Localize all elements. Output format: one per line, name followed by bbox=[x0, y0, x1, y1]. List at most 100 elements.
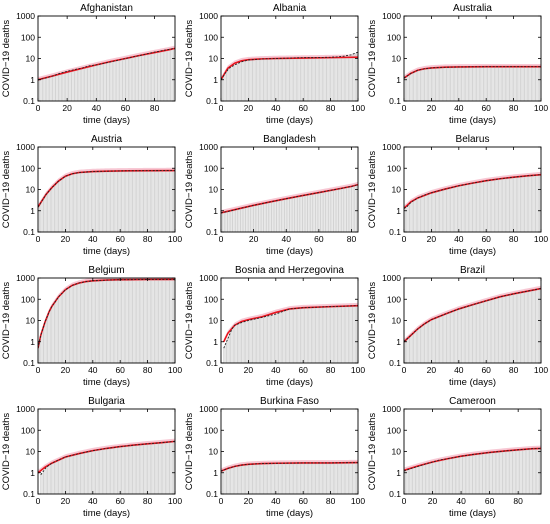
bar bbox=[77, 283, 79, 363]
bar bbox=[330, 462, 332, 494]
bar bbox=[90, 450, 92, 494]
bar bbox=[444, 189, 446, 232]
bar bbox=[85, 172, 87, 232]
bar bbox=[433, 67, 435, 101]
bar bbox=[439, 459, 441, 494]
observed-line bbox=[40, 440, 175, 476]
bar bbox=[95, 64, 97, 101]
bar bbox=[261, 203, 263, 232]
bar bbox=[133, 170, 135, 232]
bar bbox=[439, 316, 441, 363]
bar bbox=[223, 470, 225, 494]
bar bbox=[526, 449, 528, 494]
bar bbox=[226, 71, 227, 101]
y-axis-label: COVID−19 deaths bbox=[367, 413, 378, 491]
bar bbox=[153, 443, 155, 494]
bar bbox=[151, 443, 153, 494]
bar bbox=[71, 455, 73, 494]
bar bbox=[273, 463, 275, 494]
bar bbox=[162, 50, 164, 101]
bar bbox=[105, 62, 108, 101]
bar bbox=[433, 461, 435, 494]
bar bbox=[82, 282, 84, 363]
bar bbox=[247, 320, 249, 363]
bar bbox=[158, 279, 160, 363]
bar bbox=[110, 61, 112, 101]
bar bbox=[121, 446, 123, 494]
bar bbox=[514, 293, 516, 363]
bar bbox=[171, 170, 173, 232]
bar bbox=[155, 170, 157, 232]
bar bbox=[356, 462, 358, 494]
bar bbox=[70, 286, 72, 363]
bar bbox=[115, 170, 117, 232]
bar bbox=[298, 462, 300, 494]
bar bbox=[96, 280, 98, 363]
bar bbox=[76, 69, 78, 101]
bar bbox=[334, 189, 336, 232]
bar bbox=[256, 318, 258, 363]
bar bbox=[162, 442, 164, 494]
bar bbox=[444, 314, 446, 363]
bar bbox=[55, 183, 57, 232]
y-tick-label: 0.1 bbox=[23, 358, 35, 368]
x-tick-label: 40 bbox=[454, 365, 464, 375]
bar bbox=[414, 331, 416, 363]
bar bbox=[142, 54, 144, 101]
observed-bars bbox=[404, 66, 541, 101]
bar bbox=[439, 67, 441, 101]
bar bbox=[151, 170, 153, 232]
y-axis-label: COVID−19 deaths bbox=[1, 151, 12, 229]
bar bbox=[355, 185, 357, 232]
bar bbox=[439, 190, 441, 232]
observed-bars bbox=[221, 52, 358, 101]
bar bbox=[94, 65, 96, 101]
panel-title: Bangladesh bbox=[263, 134, 316, 145]
bar bbox=[473, 304, 475, 363]
bar bbox=[409, 468, 411, 494]
bar bbox=[470, 305, 472, 363]
y-tick-label: 1 bbox=[213, 337, 218, 347]
bar bbox=[73, 173, 75, 232]
x-tick-label: 100 bbox=[351, 365, 365, 375]
bar bbox=[166, 442, 168, 494]
bar bbox=[345, 306, 347, 363]
x-axis-label: time (days) bbox=[449, 115, 496, 126]
bar bbox=[62, 178, 64, 232]
bar bbox=[319, 57, 321, 101]
bar bbox=[236, 324, 238, 363]
bar bbox=[95, 280, 97, 363]
bar bbox=[410, 73, 412, 101]
bar bbox=[461, 185, 463, 232]
bar bbox=[160, 279, 162, 363]
bar bbox=[452, 311, 454, 363]
bar bbox=[132, 445, 134, 494]
bar bbox=[424, 463, 426, 494]
panel-austria: Austria 0.1 1 10 100 1000 0 20 40 60 80 100 time (da… bbox=[1, 134, 182, 257]
bar bbox=[145, 279, 147, 363]
bar bbox=[149, 443, 151, 494]
bar bbox=[436, 191, 438, 232]
bar bbox=[230, 332, 232, 363]
bar bbox=[75, 69, 77, 101]
bar bbox=[60, 72, 62, 101]
bar bbox=[305, 462, 307, 494]
bar bbox=[129, 170, 131, 232]
bar bbox=[321, 191, 323, 232]
x-tick-label: 20 bbox=[427, 103, 437, 113]
bar bbox=[103, 280, 105, 363]
bar bbox=[291, 57, 293, 101]
bar bbox=[110, 171, 112, 232]
bar bbox=[500, 451, 502, 494]
bar bbox=[506, 66, 508, 101]
bar bbox=[242, 322, 244, 363]
bar bbox=[448, 188, 450, 232]
y-tick-label: 10 bbox=[209, 185, 219, 195]
bar bbox=[443, 189, 445, 232]
x-axis-label: time (days) bbox=[266, 115, 313, 126]
x-tick-label: 60 bbox=[298, 103, 308, 113]
bar bbox=[67, 175, 69, 232]
bar bbox=[406, 207, 408, 232]
bar bbox=[51, 463, 53, 494]
bar bbox=[126, 170, 128, 232]
